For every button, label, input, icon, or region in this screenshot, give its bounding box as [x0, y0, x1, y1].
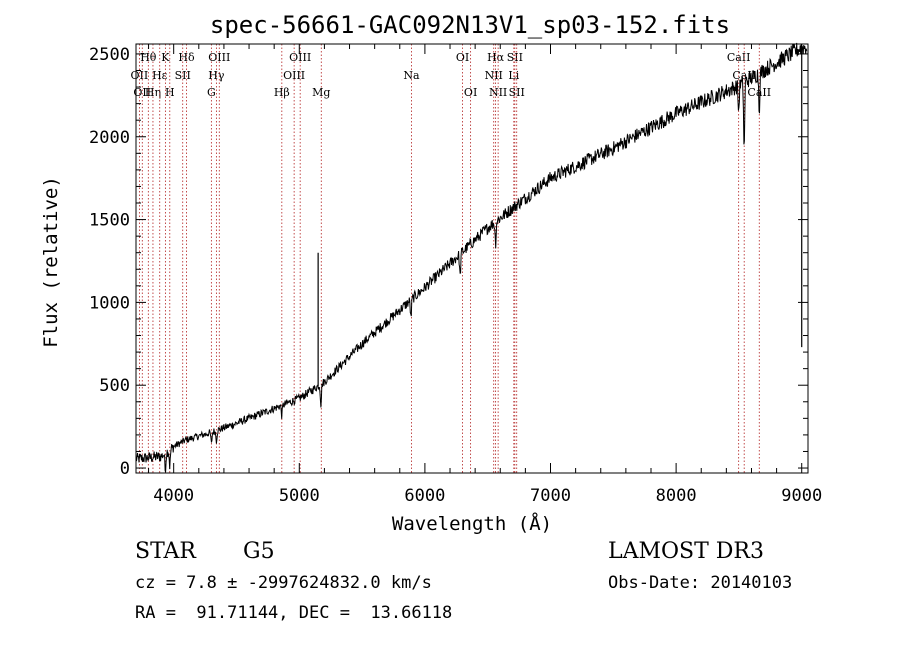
line-label-3: Hη — [145, 86, 161, 99]
coordinates: RA = 91.71144, DEC = 13.66118 — [135, 603, 453, 623]
spectrum-line — [135, 42, 808, 473]
line-label-4: Hε — [152, 69, 168, 82]
x-tick-label-1: 5000 — [279, 486, 320, 506]
observation-date: Obs-Date: 20140103 — [608, 573, 793, 593]
line-label-25: CaII — [727, 51, 751, 64]
y-tick-label-2: 1000 — [89, 293, 130, 313]
plot-frame — [135, 43, 809, 474]
line-label-24: SII — [509, 86, 525, 99]
line-label-9: G — [207, 86, 216, 99]
ticks: 4000 5000 6000 7000 8000 9000 0 500 1000 1500 2000… — [89, 44, 822, 506]
y-tick-label-3: 1500 — [89, 211, 130, 231]
redshift-velocity: cz = 7.8 ± -2997624832.0 km/s — [135, 573, 432, 593]
x-tick-label-3: 7000 — [530, 486, 571, 506]
line-label-19: NII — [485, 69, 503, 82]
line-label-0: OII — [131, 69, 149, 82]
line-label-2: Hθ — [140, 51, 157, 64]
line-label-17: OI — [456, 51, 469, 64]
spectrum-series — [135, 42, 808, 473]
line-label-13: OIII — [283, 69, 305, 82]
object-subclass: G5 — [243, 539, 275, 564]
y-tick-label-4: 2000 — [89, 128, 130, 148]
line-label-22: Li — [508, 69, 519, 82]
survey-label: LAMOST DR3 — [608, 539, 764, 564]
object-class: STAR — [135, 539, 196, 564]
line-label-23: SII — [507, 51, 523, 64]
line-label-8: Hδ — [178, 51, 195, 64]
x-tick-label-0: 4000 — [153, 486, 194, 506]
axes — [135, 43, 809, 474]
line-label-21: NII — [489, 86, 507, 99]
line-label-1: OII — [133, 86, 151, 99]
line-label-18: OI — [464, 86, 477, 99]
x-tick-label-4: 8000 — [656, 486, 697, 506]
line-label-6: H — [165, 86, 175, 99]
y-tick-label-5: 2500 — [89, 45, 130, 65]
spectral-lines: OIIOIIHθHηHεKHSIIHδGHγOIIIHβOIIIOIIIMgNa… — [131, 44, 771, 473]
chart-title: spec-56661-GAC092N13V1_sp03-152.fits — [210, 11, 730, 39]
line-label-5: K — [161, 51, 170, 64]
y-axis-label: Flux (relative) — [40, 176, 62, 348]
line-label-7: SII — [175, 69, 191, 82]
line-label-20: Hα — [487, 51, 505, 64]
line-label-27: CaII — [747, 86, 771, 99]
x-tick-label-2: 6000 — [404, 486, 445, 506]
y-tick-label-1: 500 — [99, 376, 130, 396]
line-label-16: Na — [403, 69, 420, 82]
line-label-15: Mg — [312, 86, 330, 99]
line-label-14: OIII — [289, 51, 311, 64]
line-label-10: Hγ — [208, 69, 225, 82]
line-label-11: OIII — [208, 51, 230, 64]
x-axis-label: Wavelength (Å) — [392, 512, 552, 535]
x-tick-label-5: 9000 — [781, 486, 822, 506]
line-label-12: Hβ — [274, 86, 290, 99]
y-tick-label-0: 0 — [120, 459, 130, 479]
